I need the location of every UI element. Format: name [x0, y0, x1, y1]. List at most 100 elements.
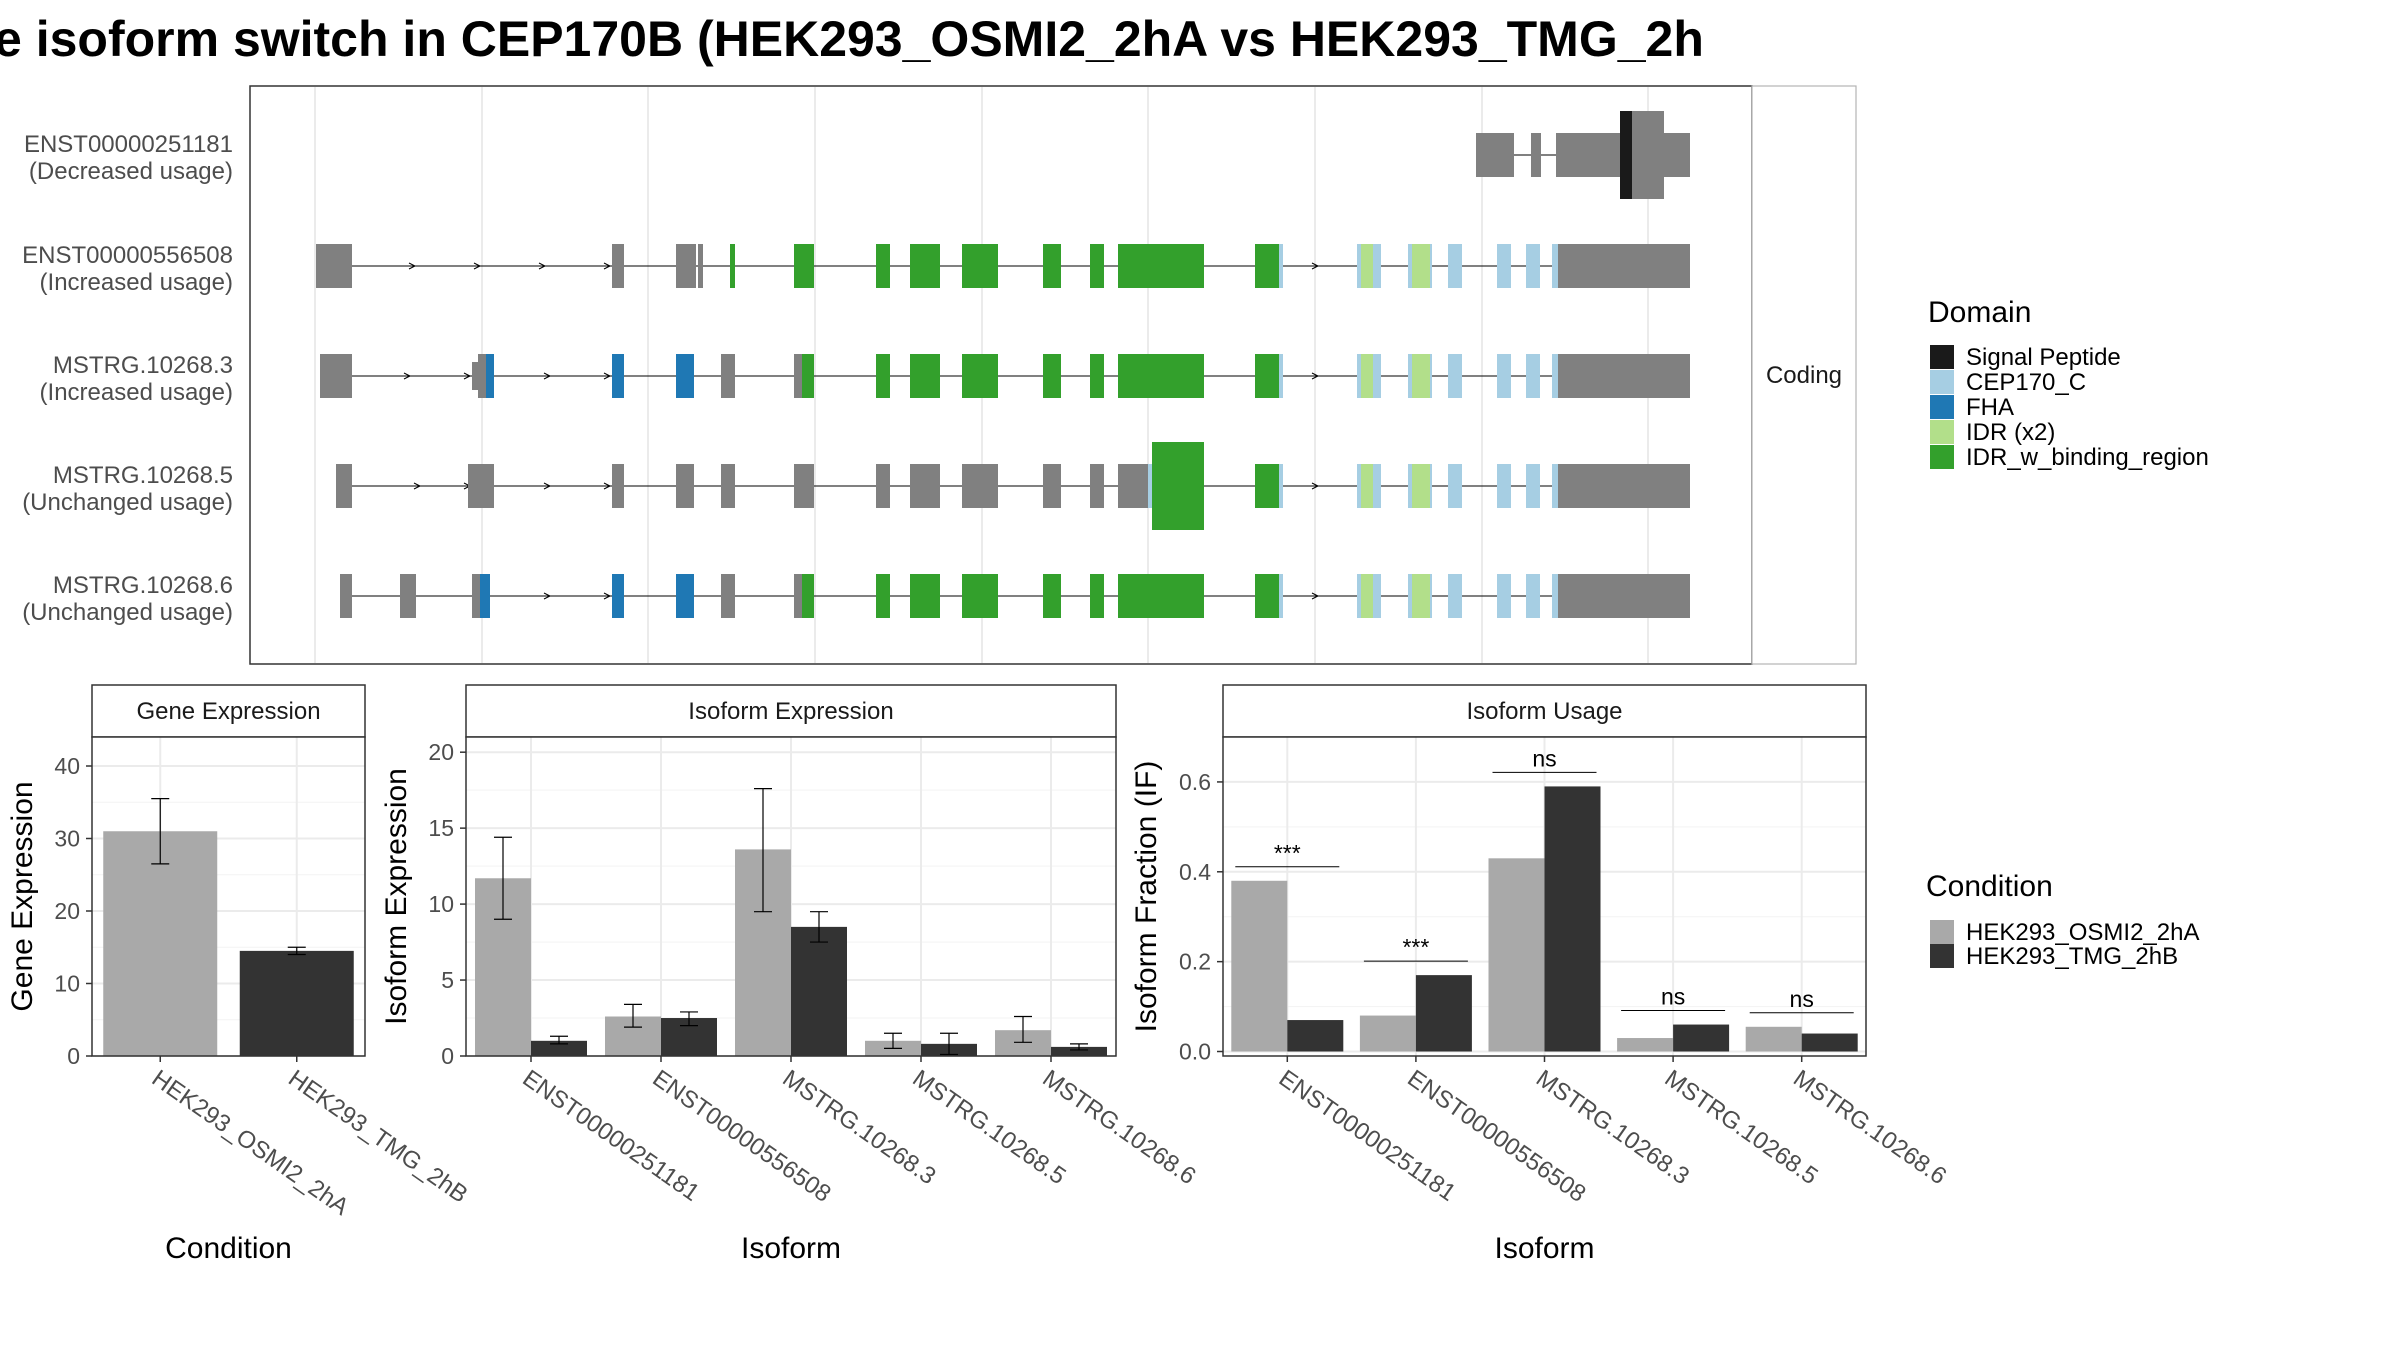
significance-label: ***: [1402, 934, 1429, 960]
exon: [1558, 464, 1568, 508]
exon: [316, 244, 352, 288]
domain-segment: [1361, 574, 1373, 618]
exon: [400, 574, 416, 618]
y-tick-label: 5: [441, 967, 454, 993]
exon: [962, 244, 998, 288]
legend-label: HEK293_TMG_2hB: [1966, 943, 2178, 970]
domain-segment: [1412, 574, 1430, 618]
bar: [1051, 1046, 1107, 1056]
domain-segment: [1361, 244, 1373, 288]
exon: [910, 574, 940, 618]
domain-segment: [1552, 354, 1562, 398]
x-axis-title: Isoform: [1494, 1232, 1594, 1265]
legend-label: IDR_w_binding_region: [1966, 444, 2209, 471]
bar: [1617, 1038, 1674, 1052]
exon: [1148, 464, 1152, 508]
exon: [876, 354, 890, 398]
exon: [340, 574, 352, 618]
utr-exon: [1568, 464, 1690, 508]
bar: [1231, 880, 1288, 1052]
y-tick-label: 30: [54, 826, 80, 852]
strand-arrow: [463, 372, 472, 380]
bar: [1488, 858, 1545, 1052]
exon: [802, 574, 814, 618]
bar: [103, 831, 218, 1056]
exon: [1255, 244, 1281, 288]
exon: [688, 244, 696, 288]
exon: [794, 244, 814, 288]
exon: [320, 354, 352, 398]
exon: [876, 464, 890, 508]
y-tick-label: 0.4: [1179, 859, 1211, 885]
y-tick-label: 0.2: [1179, 949, 1211, 975]
isoform-id-label: MSTRG.10268.5: [53, 462, 233, 489]
domain-segment: [1279, 244, 1283, 288]
transcript-structure-panel: Coding ENST00000251181(Decreased usage)E…: [22, 85, 1857, 665]
exon: [480, 574, 490, 618]
significance-label: ns: [1790, 986, 1814, 1012]
exon: [1043, 244, 1061, 288]
y-tick-label: 20: [428, 739, 454, 765]
legend-swatch: [1930, 944, 1954, 968]
exon: [962, 354, 998, 398]
domain-segment: [1279, 354, 1283, 398]
transcript-track: [316, 244, 1690, 288]
exon: [1448, 464, 1462, 508]
exon: [1090, 244, 1104, 288]
exon: [910, 354, 940, 398]
utr-exon: [1568, 244, 1690, 288]
y-tick-label: 0.6: [1179, 769, 1211, 795]
transcript-track: [340, 574, 1690, 618]
exon: [612, 574, 624, 618]
exon: [876, 244, 890, 288]
isoform-usage-label: (Increased usage): [40, 379, 233, 406]
bar: [1745, 1026, 1802, 1052]
panel-border: [465, 736, 1117, 1057]
exon: [730, 244, 735, 288]
exon: [1255, 354, 1281, 398]
panel-title: Gene Expression: [136, 698, 320, 725]
strand-arrow: [473, 262, 482, 270]
exon: [721, 574, 735, 618]
bar: [1359, 1015, 1416, 1052]
exon: [1043, 354, 1061, 398]
exon: [1558, 244, 1568, 288]
strand-arrow: [543, 592, 552, 600]
domain-legend-title: Domain: [1928, 296, 2031, 329]
isoform-usage-label: (Unchanged usage): [22, 489, 233, 516]
y-axis-title: Isoform Expression: [380, 768, 413, 1025]
exon: [794, 574, 802, 618]
exon: [1526, 464, 1540, 508]
exon: [1118, 574, 1204, 618]
exon: [1118, 464, 1148, 508]
strand-arrow: [1311, 372, 1320, 380]
domain-segment: [1412, 354, 1430, 398]
bar: [239, 950, 354, 1056]
facet-strip: [1751, 85, 1857, 665]
isoform-labels: ENST00000251181(Decreased usage) ENST0000…: [22, 131, 233, 626]
exon: [468, 464, 494, 508]
strand-arrow: [1311, 592, 1320, 600]
y-axis-title: Gene Expression: [6, 781, 39, 1011]
y-tick-label: 20: [54, 898, 80, 924]
exon: [910, 244, 940, 288]
exon: [612, 354, 624, 398]
strand-arrow: [538, 262, 547, 270]
panel-strip: [465, 684, 1117, 738]
exon: [794, 464, 814, 508]
strand-arrow: [543, 372, 552, 380]
domain-segment: [1279, 464, 1283, 508]
exon: [698, 244, 703, 288]
bar: [1673, 1024, 1730, 1052]
exon: [1090, 574, 1104, 618]
legend-label: FHA: [1966, 394, 2014, 421]
exon: [1118, 354, 1204, 398]
bar: [1287, 1020, 1344, 1052]
y-tick-label: 0.0: [1179, 1039, 1211, 1065]
panel-title: Isoform Usage: [1466, 698, 1622, 725]
legend-swatch: [1930, 395, 1954, 419]
panel-border: [1222, 736, 1867, 1057]
exon: [1255, 464, 1281, 508]
exon: [794, 354, 802, 398]
strand-arrow: [603, 372, 612, 380]
